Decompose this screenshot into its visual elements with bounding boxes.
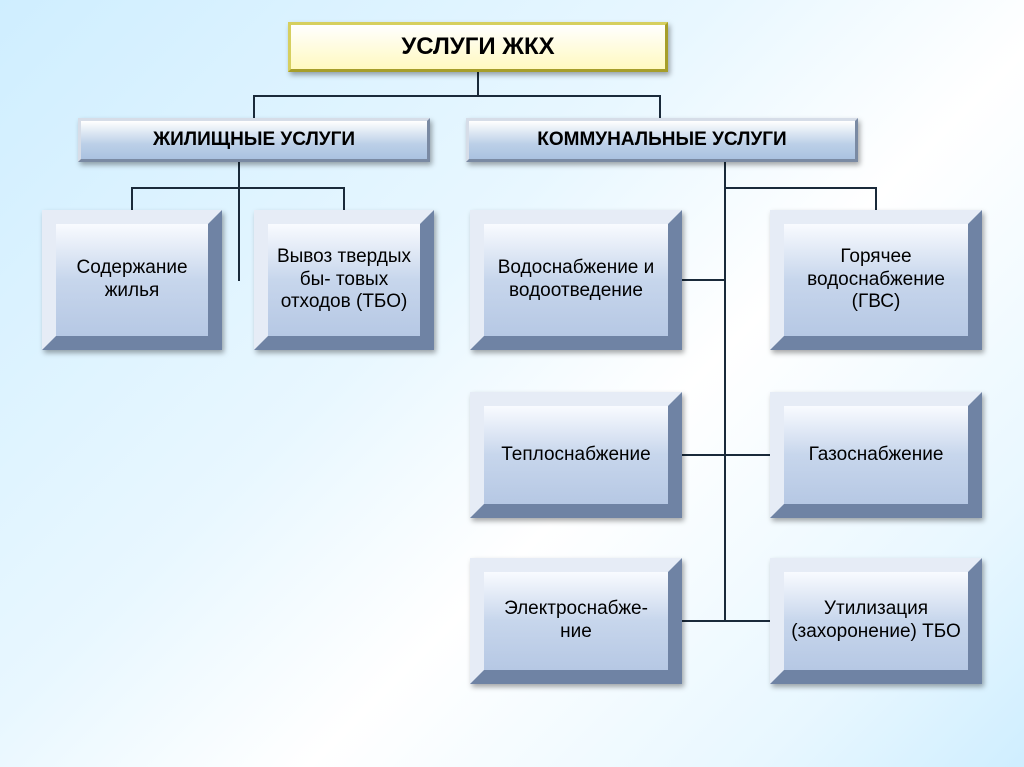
leaf-label: Газоснабжение — [809, 444, 944, 467]
leaf-box: Содержание жилья — [42, 210, 222, 350]
leaf-label: Водоснабжение и водоотведение — [488, 257, 664, 303]
category-label: ЖИЛИЩНЫЕ УСЛУГИ — [153, 129, 355, 152]
leaf-box: Вывоз твердых бы- товых отходов (ТБО) — [254, 210, 434, 350]
leaf-label: Утилизация (захоронение) ТБО — [788, 598, 964, 644]
leaf-label: Горячее водоснабжение (ГВС) — [788, 246, 964, 314]
leaf-box: Электроснабже- ние — [470, 558, 682, 684]
leaf-box: Горячее водоснабжение (ГВС) — [770, 210, 982, 350]
category-box-communal: КОММУНАЛЬНЫЕ УСЛУГИ — [466, 118, 858, 162]
leaf-label: Электроснабже- ние — [488, 598, 664, 644]
leaf-box: Водоснабжение и водоотведение — [470, 210, 682, 350]
org-chart: УСЛУГИ ЖКХ ЖИЛИЩНЫЕ УСЛУГИ КОММУНАЛЬНЫЕ У… — [0, 0, 1024, 767]
leaf-box: Теплоснабжение — [470, 392, 682, 518]
leaf-box: Газоснабжение — [770, 392, 982, 518]
leaf-box: Утилизация (захоронение) ТБО — [770, 558, 982, 684]
leaf-label: Теплоснабжение — [501, 444, 650, 467]
leaf-label: Содержание жилья — [60, 257, 204, 303]
leaf-label: Вывоз твердых бы- товых отходов (ТБО) — [272, 246, 416, 314]
title-box: УСЛУГИ ЖКХ — [288, 22, 668, 72]
title-text: УСЛУГИ ЖКХ — [401, 33, 554, 62]
category-label: КОММУНАЛЬНЫЕ УСЛУГИ — [537, 129, 786, 152]
category-box-housing: ЖИЛИЩНЫЕ УСЛУГИ — [78, 118, 430, 162]
